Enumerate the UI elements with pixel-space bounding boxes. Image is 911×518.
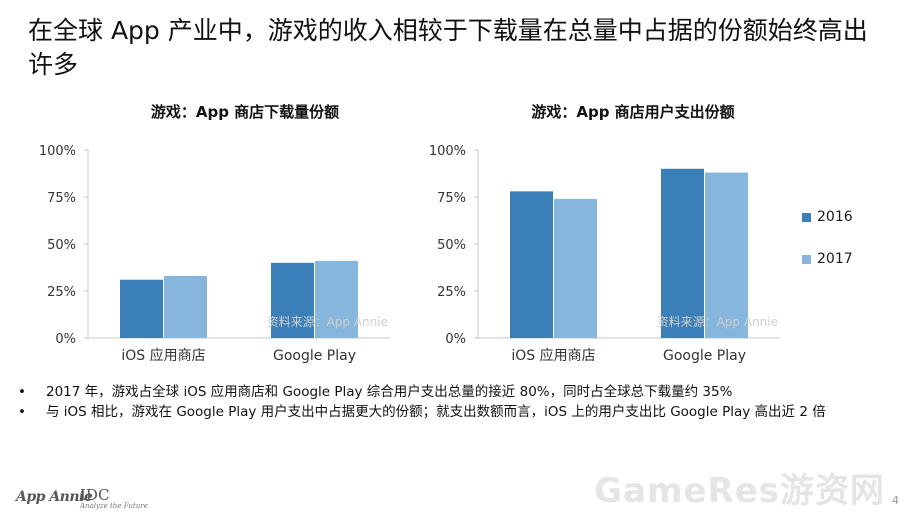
legend-label-2017: 2017 — [817, 251, 853, 267]
downloads-share-chart: 0% 25% 50% 75% 100% iOS 应用商店 Google Play 资料来源：A… — [39, 144, 390, 364]
bar-2017 — [554, 198, 597, 338]
y-tick-label: 25% — [47, 285, 76, 300]
source-note: 资料来源：App Annie — [267, 315, 388, 329]
y-tick-label: 50% — [437, 238, 466, 253]
bar-2016 — [271, 262, 314, 338]
bar-2017 — [705, 172, 748, 338]
bar-2017 — [315, 260, 358, 338]
y-tick-label: 0% — [445, 332, 466, 347]
bar-2017 — [164, 275, 207, 338]
spending-chart-title: 游戏：App 商店用户支出份额 — [531, 103, 735, 121]
downloads-chart-title: 游戏：App 商店下载量份额 — [150, 103, 340, 121]
source-note: 资料来源：App Annie — [657, 315, 778, 329]
bullet-marker: • — [18, 404, 26, 420]
y-tick-label: 25% — [437, 285, 466, 300]
idc-logo: IDC Analyze the Future — [80, 486, 148, 510]
x-category-label: Google Play — [273, 348, 356, 364]
page-number: 4 — [892, 494, 899, 507]
bar-2016 — [120, 279, 163, 338]
legend-item-2017: 2017 — [802, 249, 853, 269]
legend-swatch-2016 — [802, 212, 811, 222]
x-category-label: iOS 应用商店 — [511, 347, 595, 364]
watermark: GameRes游资网 — [594, 471, 885, 511]
x-category-label: iOS 应用商店 — [121, 347, 205, 364]
y-tick-label: 100% — [39, 144, 76, 159]
y-tick-label: 0% — [55, 332, 76, 347]
y-tick-label: 50% — [47, 238, 76, 253]
x-category-label: Google Play — [663, 348, 746, 364]
legend-label-2016: 2016 — [817, 209, 853, 225]
app-annie-logo: App Annie — [16, 489, 93, 505]
finding-1: • 2017 年，游戏占全球 iOS 应用商店和 Google Play 综合用户… — [18, 384, 733, 400]
legend: 2016 2017 — [802, 207, 853, 269]
finding-2: • 与 iOS 相比，游戏在 Google Play 用户支出中占据更大的份额；就… — [18, 404, 826, 420]
bar-2016 — [510, 191, 553, 338]
y-tick-label: 75% — [47, 191, 76, 206]
y-tick-label: 75% — [437, 191, 466, 206]
spending-share-chart: 0% 25% 50% 75% 100% iOS 应用商店 Google Play 资料来源：A… — [429, 144, 780, 364]
legend-item-2016: 2016 — [802, 207, 853, 227]
y-tick-label: 100% — [429, 144, 466, 159]
bullet-marker: • — [18, 384, 26, 400]
page-title: 在全球 App 产业中，游戏的收入相较于下载量在总量中占据的份额始终高出许多 — [28, 16, 868, 79]
key-findings-list: • 2017 年，游戏占全球 iOS 应用商店和 Google Play 综合用户… — [18, 382, 888, 422]
bar-2016 — [661, 168, 704, 338]
legend-swatch-2017 — [802, 254, 811, 264]
